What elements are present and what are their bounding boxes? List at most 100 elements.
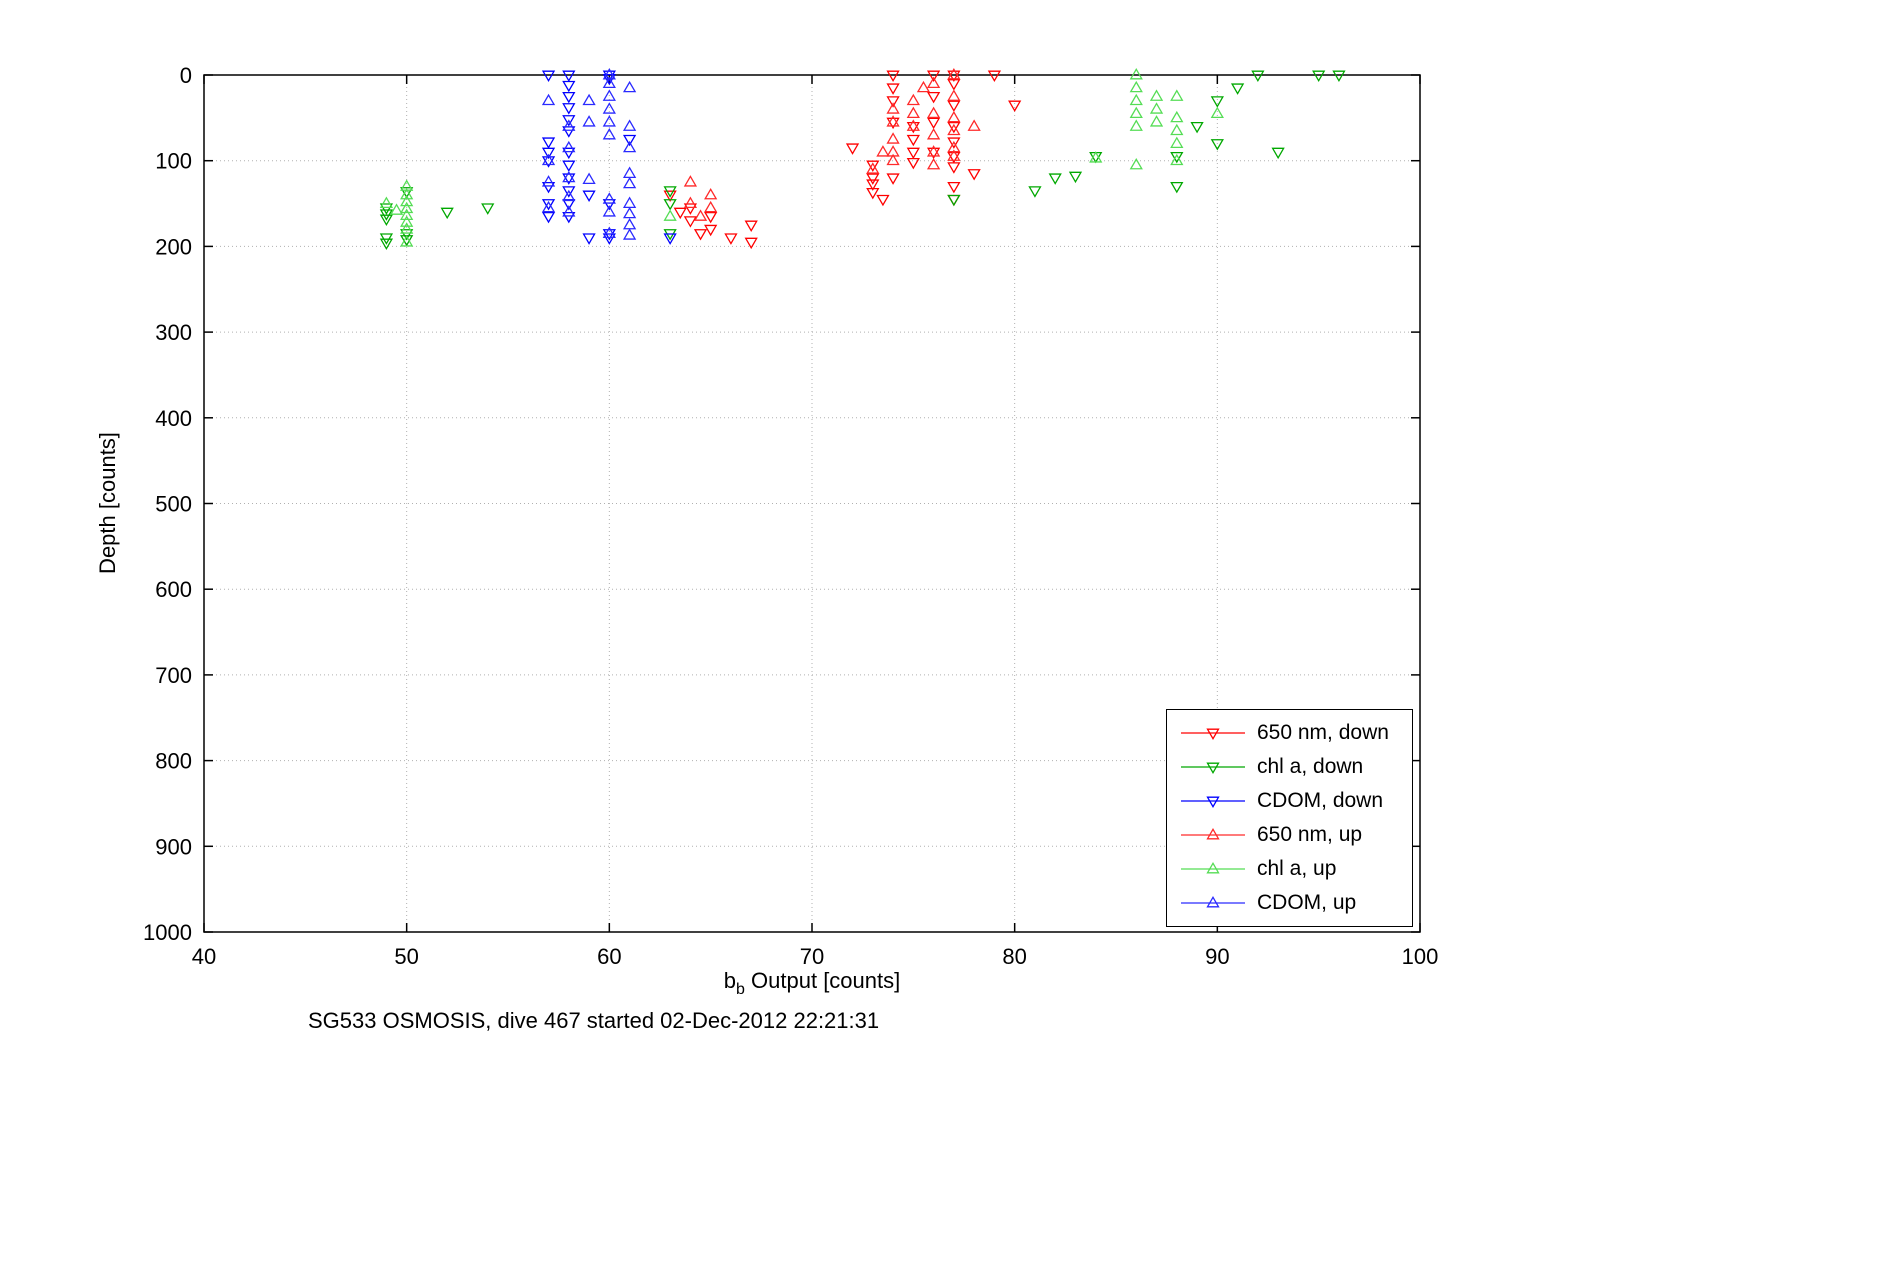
legend-triangle xyxy=(1206,728,1220,740)
y-tick-label: 1000 xyxy=(143,920,192,945)
data-point xyxy=(400,201,414,214)
data-point xyxy=(562,91,576,104)
data-point xyxy=(663,186,677,198)
legend-marker-chla-up-icon xyxy=(1181,862,1245,874)
data-point xyxy=(906,106,920,119)
legend-item-chla-down: chl a, down xyxy=(1177,751,1402,784)
data-point xyxy=(562,173,576,185)
data-point xyxy=(562,115,576,127)
y-tick-label: 700 xyxy=(155,663,192,688)
data-point xyxy=(926,106,941,119)
data-point xyxy=(1251,70,1265,82)
data-point xyxy=(562,199,576,211)
data-point xyxy=(562,119,576,131)
data-point xyxy=(663,190,677,202)
data-point xyxy=(622,80,637,93)
data-point xyxy=(541,211,556,224)
data-point xyxy=(562,140,576,153)
data-point xyxy=(947,89,961,101)
data-point xyxy=(562,186,576,198)
data-point xyxy=(663,199,677,211)
data-point xyxy=(704,211,718,224)
data-point xyxy=(1170,136,1184,149)
legend-label: CDOM, up xyxy=(1257,891,1357,914)
data-point xyxy=(541,181,556,194)
data-point xyxy=(683,175,698,187)
data-point xyxy=(602,102,616,114)
data-point xyxy=(562,170,576,183)
data-point xyxy=(1048,173,1062,185)
data-point xyxy=(1170,123,1184,136)
data-point xyxy=(1271,147,1285,160)
data-point xyxy=(947,79,961,91)
data-point xyxy=(926,91,941,104)
legend-marker-cdom-down-icon xyxy=(1181,796,1245,808)
data-point xyxy=(947,151,961,164)
data-point xyxy=(400,235,414,247)
x-axis-label-subscript: b xyxy=(736,981,745,998)
data-point xyxy=(663,233,677,245)
data-point xyxy=(926,145,941,157)
legend-triangle xyxy=(1206,862,1220,874)
data-point xyxy=(683,216,698,228)
legend-marker-650nm-down-icon xyxy=(1181,728,1245,740)
x-tick-label: 100 xyxy=(1402,944,1439,969)
data-point xyxy=(541,70,556,82)
legend-item-cdom-up: CDOM, up xyxy=(1177,887,1402,920)
data-point xyxy=(1129,68,1143,80)
data-point xyxy=(400,187,414,199)
data-point xyxy=(1210,139,1224,151)
data-point xyxy=(906,93,920,106)
data-point xyxy=(926,76,941,89)
data-point xyxy=(906,147,920,160)
legend-item-650nm-down: 650 nm, down xyxy=(1177,717,1402,750)
data-point xyxy=(602,115,616,127)
data-point xyxy=(683,203,698,215)
data-point xyxy=(602,233,616,245)
data-point xyxy=(1170,181,1184,194)
data-point xyxy=(440,207,454,220)
data-point xyxy=(724,233,738,245)
data-point xyxy=(906,134,920,147)
data-point xyxy=(876,145,890,157)
data-point xyxy=(704,200,718,213)
data-point xyxy=(926,147,941,160)
data-point xyxy=(886,102,900,114)
data-point xyxy=(866,160,880,172)
data-point xyxy=(400,222,414,234)
data-point xyxy=(866,162,880,174)
data-point xyxy=(947,68,961,80)
data-point xyxy=(947,123,961,136)
y-tick-label: 400 xyxy=(155,406,192,431)
data-point xyxy=(602,205,616,217)
x-axis-label-main: b xyxy=(723,968,737,993)
legend-label: chl a, down xyxy=(1257,755,1364,778)
legend-label: 650 nm, up xyxy=(1257,823,1363,846)
data-point xyxy=(916,80,931,93)
data-point xyxy=(1210,106,1224,119)
data-point xyxy=(886,83,900,95)
data-point xyxy=(744,237,758,250)
x-tick-label: 90 xyxy=(1205,944,1229,969)
data-point xyxy=(947,110,961,123)
data-point xyxy=(886,173,900,185)
data-point xyxy=(541,147,556,160)
data-point xyxy=(886,132,900,144)
data-point xyxy=(602,127,616,140)
data-point xyxy=(886,96,900,108)
x-tick-label: 60 xyxy=(597,944,621,969)
data-point xyxy=(947,100,961,112)
data-point xyxy=(400,187,414,200)
data-point xyxy=(541,93,556,106)
legend: 650 nm, down chl a, down CDOM, down 650 … xyxy=(1166,709,1413,927)
data-point xyxy=(1129,157,1143,170)
data-point xyxy=(866,187,880,200)
data-point xyxy=(947,70,961,82)
data-point xyxy=(1028,186,1042,198)
data-point xyxy=(622,228,637,240)
data-point xyxy=(926,127,941,140)
data-point xyxy=(886,153,900,166)
data-point xyxy=(562,70,576,82)
data-point xyxy=(541,137,556,149)
